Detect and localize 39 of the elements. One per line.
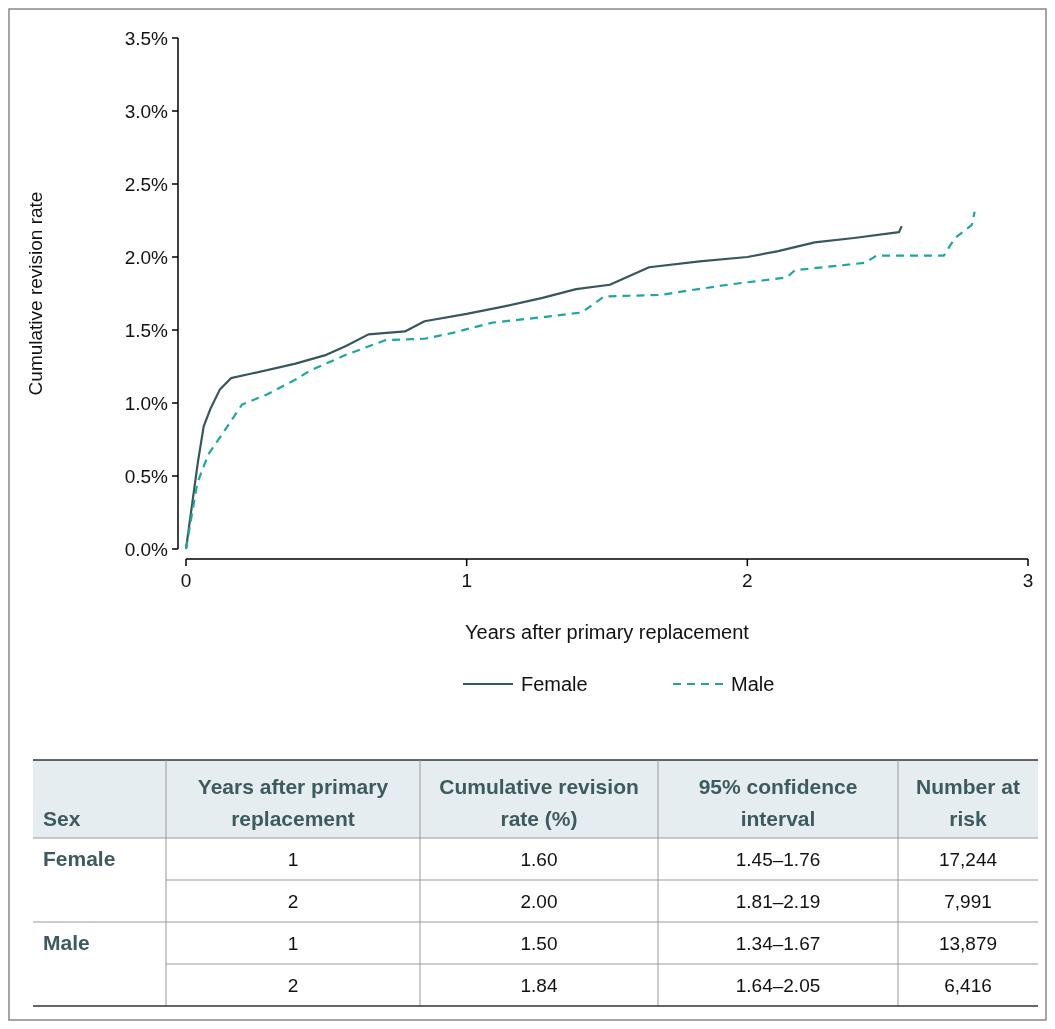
category-label: Sex bbox=[43, 807, 81, 830]
text: 1 bbox=[287, 932, 299, 954]
text: 1.60 bbox=[520, 848, 558, 870]
x-tick-label: 2 bbox=[742, 570, 753, 591]
y-tick-label: 2.0% bbox=[124, 246, 169, 268]
y-tick-label: 1.0% bbox=[124, 392, 169, 414]
category-label: Number at risk bbox=[916, 775, 1020, 830]
x-tick-label: 1 bbox=[461, 570, 472, 591]
text: 2.00 bbox=[520, 890, 558, 912]
text: 6,416 bbox=[944, 974, 992, 996]
y-tick-label: 1.5% bbox=[124, 319, 169, 341]
category-label: Cumulative revision rate (%) bbox=[439, 775, 639, 830]
text: 1.45–1.76 bbox=[735, 848, 821, 870]
text: 1.81–2.19 bbox=[735, 890, 821, 912]
text: 1.84 bbox=[520, 974, 558, 996]
text: 17,244 bbox=[938, 848, 998, 870]
text: 13,879 bbox=[938, 932, 998, 954]
text: 1.50 bbox=[520, 932, 558, 954]
text: 2 bbox=[287, 974, 299, 996]
text: Female bbox=[43, 847, 116, 871]
legend-label: Male bbox=[731, 673, 775, 695]
y-tick-label: 3.5% bbox=[124, 27, 169, 49]
category-label: 95% confidence interval bbox=[698, 775, 858, 830]
y-tick-label: 3.0% bbox=[124, 100, 169, 122]
legend-label: Female bbox=[521, 673, 588, 695]
category-label: Years after primary replacement bbox=[197, 775, 389, 830]
y-tick-label: 0.0% bbox=[124, 538, 169, 560]
text: 1.64–2.05 bbox=[735, 974, 821, 996]
x-tick-label: 0 bbox=[180, 570, 192, 591]
text: 1 bbox=[287, 848, 299, 870]
y-tick-label: 2.5% bbox=[124, 173, 169, 195]
x-tick-label: 3 bbox=[1022, 570, 1034, 591]
text: 2 bbox=[287, 890, 299, 912]
text: 1.34–1.67 bbox=[735, 932, 821, 954]
x-axis-title: Years after primary replacement bbox=[465, 621, 750, 643]
text: Male bbox=[43, 931, 90, 955]
y-tick-label: 0.5% bbox=[124, 465, 169, 487]
text: 7,991 bbox=[944, 890, 992, 912]
y-axis-title: Cumulative revision rate bbox=[25, 191, 46, 396]
